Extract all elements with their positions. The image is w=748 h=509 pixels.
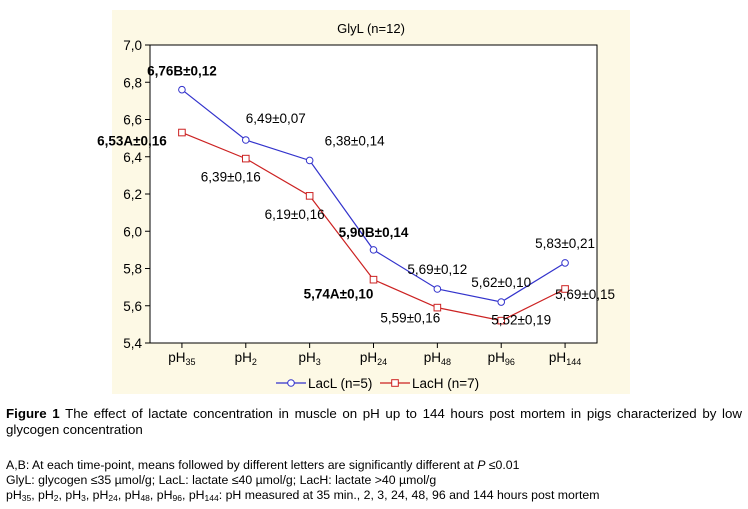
x-tick-label-subscript: 24 — [377, 357, 387, 367]
data-label: 5,69±0,12 — [407, 262, 467, 277]
x-tick-label-main: pH — [168, 350, 185, 365]
data-point-lach — [178, 128, 186, 137]
plot-area — [149, 44, 598, 344]
chart: GlyL (n=12) 5,45,65,86,06,26,46,66,87,0 … — [97, 10, 630, 394]
note-separator: , — [31, 488, 39, 502]
note-p-symbol: P — [477, 458, 486, 472]
note-groups: GlyL: glycogen ≤35 µmol/g; LacL: lactate… — [6, 473, 437, 487]
y-tick-label: 6,6 — [123, 113, 142, 128]
y-tick-label: 6,0 — [123, 224, 142, 239]
note-timepoint-subscript: 96 — [172, 493, 182, 503]
data-point-lacl — [241, 136, 250, 144]
note-separator: , — [117, 488, 125, 502]
note-significance-text: A,B: At each time-point, means followed … — [6, 458, 478, 472]
data-point-lach — [497, 316, 506, 325]
y-tick-label: 5,6 — [123, 299, 142, 314]
data-point-lacl — [305, 156, 314, 165]
x-tick-label-main: pH — [360, 350, 377, 365]
note-timepoint-subscript: 2 — [53, 493, 59, 503]
note-significance: A,B: At each time-point, means followed … — [6, 458, 520, 473]
x-tick-label-main: pH — [299, 350, 316, 365]
x-tick-label: pH35 — [168, 350, 195, 367]
x-tick-label-subscript: 144 — [566, 357, 581, 367]
data-label: 5,59±0,16 — [380, 311, 440, 326]
note-timepoint-list: pH35, pH2, pH3, pH24, pH48, pH96, pH144 — [6, 488, 219, 502]
figure-caption-text: The effect of lactate concentration in m… — [6, 406, 742, 437]
data-point-lacl — [369, 246, 378, 254]
data-label: 5,62±0,10 — [471, 275, 531, 290]
y-tick-label: 6,4 — [123, 150, 142, 165]
y-tick-label: 7,0 — [123, 38, 142, 53]
note-timepoint-label: pH — [156, 488, 173, 502]
legend-marker-circle — [287, 379, 295, 387]
note-timepoint-subscript: 144 — [204, 493, 219, 503]
note-timepoint-subscript: 3 — [81, 493, 86, 503]
x-tick-label: pH96 — [488, 350, 515, 367]
note-separator: , — [181, 488, 189, 502]
note-timepoint-label: pH — [6, 488, 22, 502]
x-tick-label: pH48 — [424, 350, 451, 367]
data-label: 6,39±0,16 — [201, 170, 261, 185]
x-tick-label-main: pH — [424, 350, 441, 365]
note-timepoint-subscript: 48 — [140, 493, 150, 503]
note-separator: , — [85, 488, 93, 502]
data-label: 6,49±0,07 — [246, 111, 306, 126]
data-label: 5,69±0,15 — [555, 287, 615, 302]
note-timepoint-label: pH — [188, 488, 205, 502]
y-tick-label: 5,4 — [123, 336, 142, 351]
note-separator: , — [58, 488, 66, 502]
x-tick-label-main: pH — [488, 350, 505, 365]
data-point-lacl — [178, 85, 186, 94]
note-separator: , — [149, 488, 157, 502]
x-tick-label: pH24 — [360, 350, 387, 367]
x-tick-label-subscript: 48 — [441, 357, 451, 367]
note-timepoints: pH35, pH2, pH3, pH24, pH48, pH96, pH144:… — [6, 488, 599, 503]
data-point-lacl — [497, 298, 506, 306]
x-tick-label-subscript: 2 — [252, 357, 257, 367]
note-timepoints-text: : pH measured at 35 min., 2, 3, 24, 48, … — [218, 488, 600, 502]
legend-marker-square — [391, 379, 399, 387]
y-tick-label: 5,8 — [123, 262, 142, 277]
y-tick-label: 6,8 — [123, 75, 142, 90]
data-label: 5,52±0,19 — [491, 313, 551, 328]
x-tick-label-main: pH — [549, 350, 566, 365]
x-tick-label-subscript: 96 — [505, 357, 515, 367]
chart-title: GlyL (n=12) — [337, 21, 405, 36]
data-label: 6,19±0,16 — [265, 207, 325, 222]
note-timepoint-label: pH — [65, 488, 82, 502]
note-p-value: ≤0.01 — [485, 458, 520, 472]
figure-caption: Figure 1 The effect of lactate concentra… — [6, 406, 742, 438]
data-point-lach — [369, 275, 378, 284]
note-timepoint-subscript: 35 — [21, 493, 32, 503]
data-point-lach — [433, 303, 442, 312]
data-label: 6,53A±0,16 — [97, 134, 167, 149]
x-tick-label: pH2 — [235, 350, 257, 367]
legend-label: LacL (n=5) — [308, 376, 372, 391]
note-timepoint-label: pH — [124, 488, 141, 502]
data-label: 5,83±0,21 — [535, 236, 595, 251]
data-point-lacl — [561, 259, 569, 267]
note-timepoint-label: pH — [92, 488, 109, 502]
data-point-lach — [241, 154, 250, 163]
x-tick-label-subscript: 3 — [316, 357, 321, 367]
data-label: 5,74A±0,10 — [304, 287, 374, 302]
x-tick-label: pH144 — [549, 350, 581, 367]
note-timepoint-label: pH — [38, 488, 54, 502]
data-label: 6,38±0,14 — [325, 133, 385, 148]
note-timepoint-subscript: 24 — [108, 493, 118, 503]
y-tick-label: 6,2 — [123, 187, 142, 202]
data-point-lach — [561, 285, 569, 293]
x-tick-label-main: pH — [235, 350, 252, 365]
legend-label: LacH (n=7) — [412, 376, 479, 391]
data-label: 6,76B±0,12 — [147, 64, 217, 79]
figure-label: Figure 1 — [6, 406, 60, 421]
data-point-lacl — [433, 285, 442, 293]
x-tick-label: pH3 — [299, 350, 321, 367]
x-tick-label-subscript: 35 — [186, 357, 196, 367]
data-label: 5,90B±0,14 — [339, 225, 409, 240]
data-point-lach — [305, 192, 314, 200]
